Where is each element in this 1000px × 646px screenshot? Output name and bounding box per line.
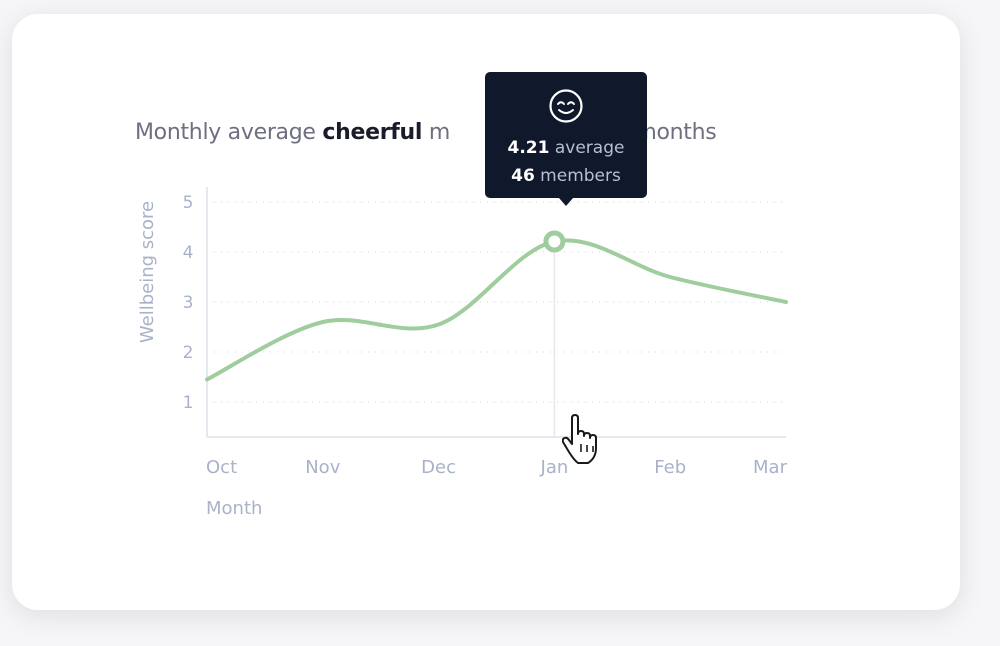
tooltip-members: 46 members: [485, 166, 647, 186]
tooltip-average-value: 4.21: [507, 138, 550, 158]
data-tooltip: 4.21 average 46 members: [485, 72, 647, 206]
tooltip-average: 4.21 average: [485, 138, 647, 158]
y-tick-label: 1: [183, 393, 194, 413]
x-tick-label: Jan: [540, 457, 569, 478]
x-tick-label: Mar: [753, 457, 788, 478]
y-axis-label: Wellbeing score: [137, 201, 158, 343]
x-tick-label: Nov: [305, 457, 340, 478]
hand-cursor-icon: [562, 414, 597, 464]
tooltip-members-label: members: [534, 166, 621, 186]
x-tick-label: Feb: [654, 457, 686, 478]
y-tick-label: 2: [183, 343, 194, 363]
title-prefix: Monthly average: [135, 120, 323, 145]
tooltip-average-label: average: [549, 138, 625, 158]
title-suffix: m: [422, 120, 450, 145]
highlighted-data-point[interactable]: [543, 230, 566, 253]
title-mood: cheerful: [322, 120, 423, 145]
x-ticks: Oct Nov Dec Jan Feb Mar: [206, 457, 788, 478]
data-points: [543, 230, 566, 253]
smiling-face-icon: [549, 89, 583, 123]
x-axis-label: Month: [206, 498, 262, 519]
x-tick-label: Dec: [421, 457, 456, 478]
y-tick-label: 5: [183, 193, 194, 213]
y-tick-label: 4: [183, 243, 194, 263]
y-tick-label: 3: [183, 293, 194, 313]
grid-lines: [207, 201, 786, 403]
x-tick-label: Oct: [206, 457, 237, 478]
y-ticks: 1 2 3 4 5: [183, 193, 194, 413]
tooltip-members-value: 46: [511, 166, 535, 186]
series-line: [205, 238, 788, 382]
